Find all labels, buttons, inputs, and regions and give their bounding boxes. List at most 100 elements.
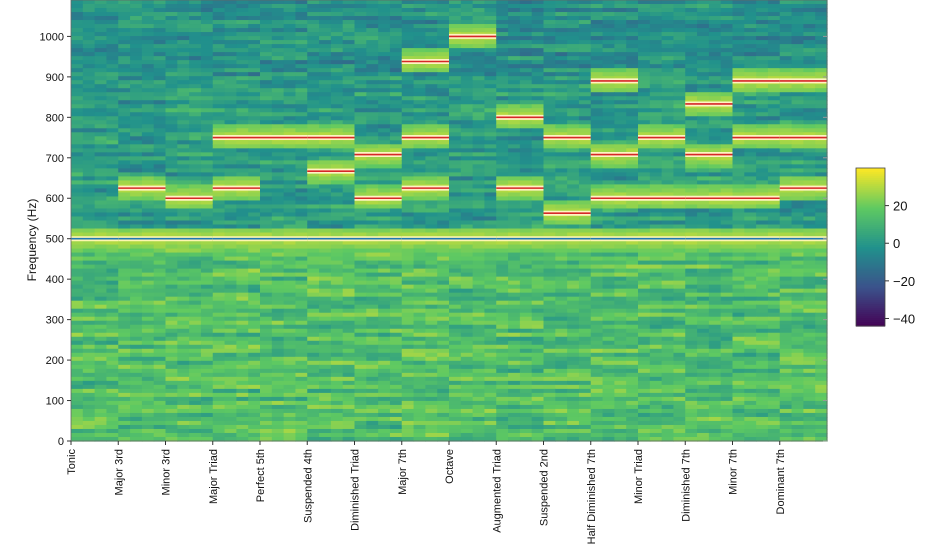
heat-cell [543, 4, 556, 9]
heat-cell [401, 344, 415, 350]
heat-cell [401, 308, 415, 314]
heat-cell [555, 232, 568, 238]
heat-cell [82, 84, 96, 89]
heat-cell [165, 40, 178, 45]
heat-cell [236, 36, 249, 41]
heat-cell [354, 328, 367, 334]
heat-cell [94, 160, 108, 165]
heat-cell [319, 340, 332, 346]
heat-cell [366, 312, 379, 318]
heat-cell [212, 4, 226, 9]
heat-cell [319, 92, 332, 97]
heat-cell [508, 4, 521, 9]
heat-cell [401, 244, 415, 250]
heat-cell [354, 288, 367, 294]
heat-cell [260, 428, 273, 434]
heat-cell [141, 196, 155, 202]
heat-cell [212, 360, 226, 366]
heat-cell [141, 392, 155, 398]
heat-cell [437, 412, 450, 418]
heat-cell [472, 352, 486, 358]
heat-cell [437, 312, 450, 318]
heat-cell [212, 52, 226, 57]
heat-cell [260, 388, 273, 394]
heat-cell [295, 52, 308, 57]
heat-cell [378, 244, 391, 250]
heat-cell [212, 40, 226, 45]
heat-cell [508, 204, 521, 210]
heat-cell [378, 112, 391, 117]
heat-cell [295, 152, 308, 157]
heat-cell [295, 260, 308, 266]
heat-cell [295, 196, 308, 202]
heat-cell [82, 52, 96, 57]
heat-cell [578, 436, 592, 442]
heat-cell [531, 48, 545, 53]
heat-cell [283, 268, 297, 274]
heat-cell [425, 152, 438, 157]
heat-cell [508, 336, 521, 342]
heat-cell [200, 184, 214, 190]
heat-cell [472, 232, 486, 238]
heat-cell [260, 124, 273, 129]
heat-cell [307, 200, 320, 206]
heat-cell [283, 360, 297, 366]
heat-cell [283, 196, 297, 202]
heat-cell [118, 284, 131, 290]
heat-cell [342, 276, 356, 282]
heat-cell [330, 192, 344, 198]
heat-cell [437, 316, 450, 322]
heat-cell [484, 84, 497, 89]
heat-cell [366, 56, 379, 61]
heat-cell [425, 352, 438, 358]
heat-cell [295, 388, 308, 394]
heat-cell [543, 128, 556, 133]
heat-cell [212, 88, 226, 93]
heat-cell [519, 256, 533, 262]
heat-cell [248, 348, 261, 354]
heat-cell [413, 232, 426, 238]
heat-cell [189, 344, 202, 350]
heat-cell [177, 132, 190, 137]
heat-cell [283, 80, 297, 85]
heat-cell [271, 60, 285, 65]
heat-cell [130, 76, 143, 81]
heat-cell [307, 416, 320, 422]
heat-cell [118, 76, 131, 81]
heat-cell [295, 304, 308, 310]
heat-cell [141, 372, 155, 378]
heat-cell [401, 220, 415, 226]
heat-cell [342, 144, 356, 149]
heat-cell [354, 72, 367, 77]
heat-cell [508, 324, 521, 330]
heat-cell [342, 12, 356, 17]
heat-cell [389, 328, 403, 334]
heat-cell [543, 256, 556, 262]
heat-cell [224, 80, 237, 85]
heat-cell [330, 4, 344, 9]
heat-cell [189, 120, 202, 125]
heat-cell [496, 16, 509, 21]
heat-cell [224, 436, 237, 442]
heat-cell [94, 216, 108, 222]
heat-cell [71, 264, 84, 270]
heat-cell [248, 388, 261, 394]
heat-cell [543, 276, 556, 282]
heat-cell [472, 64, 486, 69]
heat-cell [224, 100, 237, 105]
heat-cell [496, 152, 509, 157]
heat-cell [71, 336, 84, 342]
heat-cell [118, 68, 131, 73]
heat-cell [449, 368, 462, 374]
heat-cell [319, 268, 332, 274]
heat-cell [189, 164, 202, 169]
heat-cell [212, 72, 226, 77]
heat-cell [82, 408, 96, 414]
heat-cell [342, 200, 356, 206]
heat-cell [543, 404, 556, 410]
heat-cell [519, 412, 533, 418]
heat-cell [460, 268, 474, 274]
heat-cell [130, 100, 143, 105]
heat-cell [82, 416, 96, 422]
heat-cell [484, 28, 497, 33]
